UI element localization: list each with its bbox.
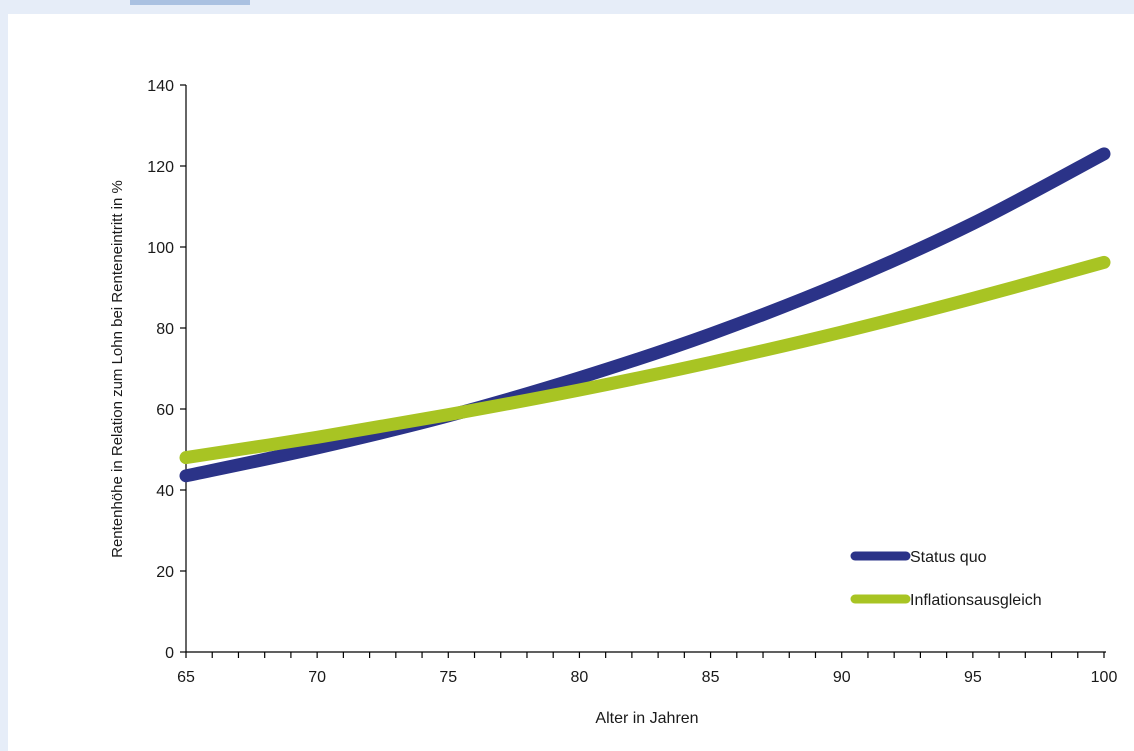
y-tick-label: 20 bbox=[156, 564, 174, 581]
x-tick-label: 65 bbox=[177, 669, 195, 686]
x-tick-label: 85 bbox=[702, 669, 720, 686]
y-tick-label: 120 bbox=[147, 159, 174, 176]
series-line-status-quo bbox=[179, 147, 1111, 483]
top-strip bbox=[0, 0, 1134, 14]
x-tick-label: 100 bbox=[1091, 669, 1118, 686]
x-tick-label: 80 bbox=[571, 669, 589, 686]
x-tick-label: 95 bbox=[964, 669, 982, 686]
series-line-inflationsausgleich bbox=[179, 255, 1111, 465]
y-tick-label: 0 bbox=[165, 645, 174, 662]
legend: Status quo Inflationsausgleich bbox=[850, 549, 1042, 609]
legend-label: Status quo bbox=[910, 549, 987, 566]
x-tick-label: 90 bbox=[833, 669, 851, 686]
header-stub bbox=[130, 0, 250, 5]
y-tick-label: 80 bbox=[156, 321, 174, 338]
x-tick-label: 75 bbox=[439, 669, 457, 686]
y-tick-label: 40 bbox=[156, 483, 174, 500]
legend-label: Inflationsausgleich bbox=[910, 592, 1042, 609]
series-layer bbox=[179, 147, 1111, 483]
x-axis-label: Alter in Jahren bbox=[595, 710, 698, 727]
y-tick-label: 140 bbox=[147, 78, 174, 95]
y-tick-label: 100 bbox=[147, 240, 174, 257]
x-tick-label: 70 bbox=[308, 669, 326, 686]
y-tick-label: 60 bbox=[156, 402, 174, 419]
y-axis-label: Rentenhöhe in Relation zum Lohn bei Rent… bbox=[109, 180, 126, 558]
axes: 0 20 40 60 80 100 120 140 65 70 75 80 85 90 95 100 bbox=[147, 78, 1117, 686]
